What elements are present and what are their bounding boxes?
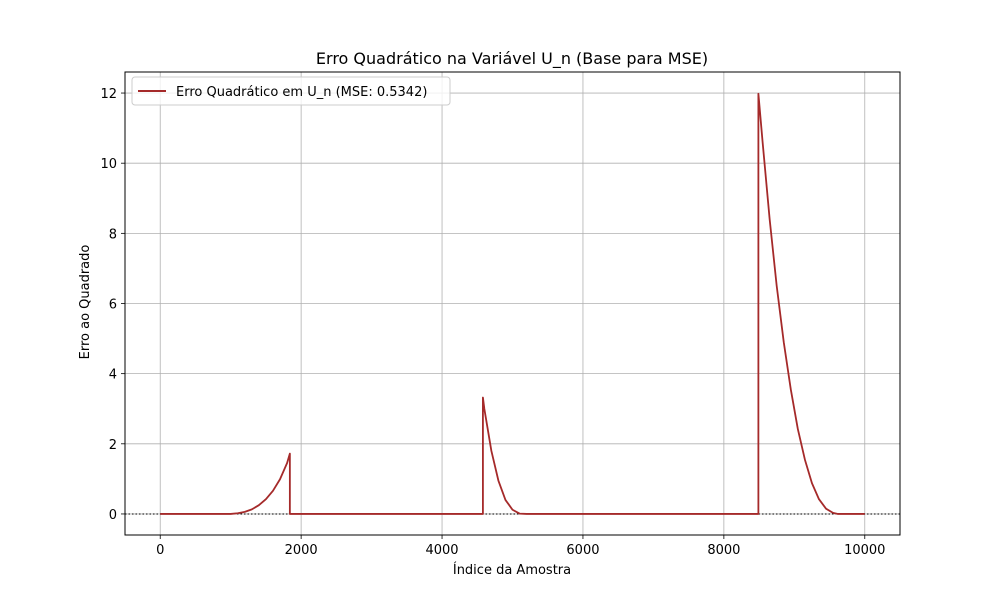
y-axis-label: Erro ao Quadrado [78, 245, 93, 360]
x-axis-label: Índice da Amostra [453, 562, 571, 578]
legend-label: Erro Quadrático em U_n (MSE: 0.5342) [176, 85, 427, 100]
y-tick-label: 4 [109, 368, 117, 383]
series-layer [160, 92, 865, 515]
y-tick-label: 12 [100, 87, 117, 102]
y-tick-label: 8 [109, 227, 117, 242]
x-axis-ticks: 0 2000 4000 6000 8000 10000 [156, 535, 885, 558]
y-tick-label: 2 [109, 438, 117, 453]
series-line [160, 92, 865, 515]
x-tick-label: 6000 [566, 543, 599, 558]
y-axis-ticks: 0 2 4 6 8 10 12 [100, 87, 125, 523]
chart-title: Erro Quadrático na Variável U_n (Base pa… [316, 49, 708, 69]
x-tick-label: 4000 [425, 543, 458, 558]
y-tick-label: 10 [100, 157, 117, 172]
x-tick-label: 2000 [285, 543, 318, 558]
x-tick-label: 10000 [844, 543, 885, 558]
x-tick-label: 0 [156, 543, 164, 558]
y-tick-label: 6 [109, 298, 117, 313]
legend-box [131, 76, 451, 106]
y-tick-label: 0 [109, 508, 117, 523]
x-tick-label: 8000 [707, 543, 740, 558]
legend: Erro Quadrático em U_n (MSE: 0.5342) [131, 76, 451, 106]
